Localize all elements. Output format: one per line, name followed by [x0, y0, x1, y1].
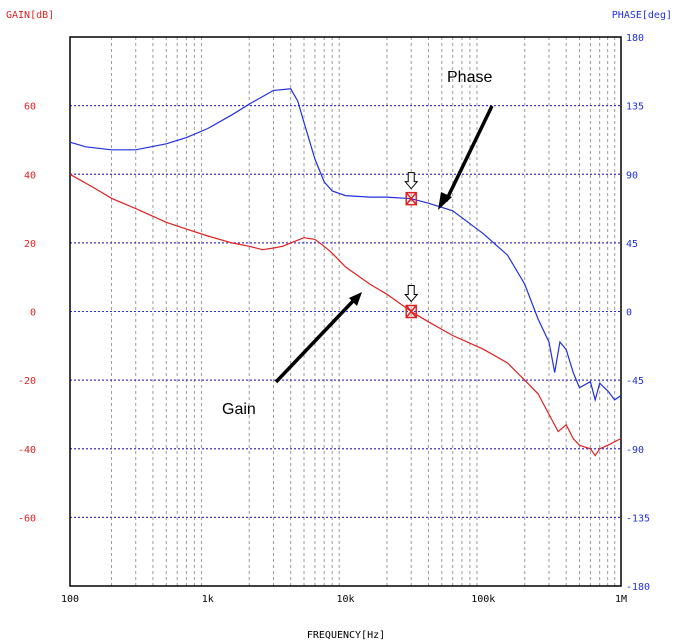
- series-line-gain: [69, 173, 622, 457]
- phase-tick-label: 45: [626, 239, 638, 250]
- phase-tick-label: -180: [626, 582, 650, 593]
- gain-axis-title: GAIN[dB]: [6, 10, 54, 21]
- phase-arrow-head: [438, 192, 452, 210]
- x-tick-label: 1M: [615, 594, 627, 605]
- phase-tick-label: -45: [626, 376, 644, 387]
- marker-phase: [404, 172, 419, 206]
- phase-tick-label: -90: [626, 445, 644, 456]
- marker-box: [405, 304, 417, 319]
- x-tick-label: 1k: [202, 594, 214, 605]
- gain-tick-label: 60: [24, 102, 36, 113]
- marker-cross: [405, 192, 417, 206]
- phase-tick-label: -135: [626, 513, 650, 524]
- phase-tick-label: 0: [626, 308, 632, 319]
- gain-tick-label: -60: [18, 513, 36, 524]
- x-tick-label: 100k: [471, 594, 495, 605]
- marker-cross: [405, 305, 417, 318]
- gain-arrow-head: [349, 292, 362, 306]
- gain-tick-label: -40: [18, 445, 36, 456]
- markers: [404, 172, 419, 319]
- phase-tick-label: 135: [626, 102, 644, 113]
- gain-tick-label: 20: [24, 239, 36, 250]
- x-tick-label: 10k: [336, 594, 354, 605]
- gain-annotation: Gain: [222, 292, 362, 418]
- grid: [69, 36, 622, 587]
- x-tick-label: 100: [61, 594, 79, 605]
- marker-gain: [404, 285, 419, 319]
- phase-annotation-label: Phase: [447, 69, 492, 86]
- phase-tick-label: 180: [626, 33, 644, 44]
- plot-series: [69, 88, 622, 457]
- gain-tick-label: 0: [30, 308, 36, 319]
- phase-tick-label: 90: [626, 170, 638, 181]
- series-line-phase: [69, 88, 622, 403]
- marker-pointer-icon: [404, 172, 419, 190]
- tick-labels: 100 1k 10k 100k 1M 60 40 20 0 -20 -40 -60 180 135 90 45…: [18, 33, 650, 605]
- gain-tick-label: -20: [18, 376, 36, 387]
- gain-annotation-arrow: [274, 298, 356, 384]
- marker-box: [405, 191, 417, 206]
- gain-annotation-label: Gain: [222, 401, 256, 418]
- gain-tick-label: 40: [24, 170, 36, 181]
- marker-pointer-icon: [404, 285, 419, 303]
- phase-annotation-arrow: [444, 105, 494, 202]
- x-axis-title: FREQUENCY[Hz]: [307, 630, 385, 641]
- phase-annotation: Phase: [438, 69, 494, 210]
- plot-frame: [69, 36, 622, 587]
- phase-axis-title: PHASE[deg]: [612, 10, 672, 21]
